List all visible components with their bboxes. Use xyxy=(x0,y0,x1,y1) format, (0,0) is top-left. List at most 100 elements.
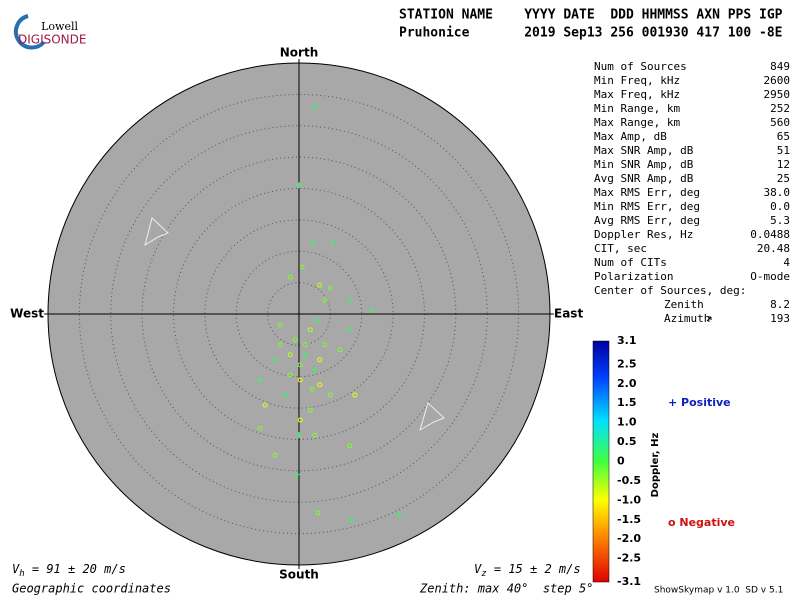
logo-bottom: DIGISONDE xyxy=(18,33,86,47)
colorbar-tick-label: -1.5 xyxy=(617,513,641,526)
arrow-icon xyxy=(419,402,445,432)
center-label: Zenith xyxy=(664,298,704,311)
source-positive xyxy=(368,307,375,314)
center-value: 193 xyxy=(770,312,790,325)
vz-text: = 15 ± 2 m/s xyxy=(487,562,581,576)
colorbar-tick-label: -2.5 xyxy=(617,552,641,565)
stat-label: Min Freq, kHz xyxy=(594,74,680,87)
stat-value: 25 xyxy=(777,172,790,185)
stat-value: 849 xyxy=(770,60,790,73)
stat-value: 5.3 xyxy=(770,214,790,227)
colorbar xyxy=(592,340,610,583)
stat-label: Max Freq, kHz xyxy=(594,88,680,101)
source-negative xyxy=(262,402,268,408)
colorbar-tick-label: 0.5 xyxy=(617,435,637,448)
stat-label: Avg RMS Err, deg xyxy=(594,214,700,227)
negative-legend: o Negative xyxy=(668,516,735,529)
stat-value: 65 xyxy=(777,130,790,143)
direction-label: East xyxy=(554,307,583,321)
source-positive xyxy=(309,240,316,247)
colorbar-tick-label: 3.1 xyxy=(617,334,637,347)
source-negative xyxy=(317,382,323,388)
colorbar-title: Doppler, Hz xyxy=(650,433,661,498)
header-line: STATION NAME YYYY DATE DDD HHMMSS AXN PP… xyxy=(399,8,783,23)
azimuth-icon xyxy=(706,316,712,322)
colorbar-tick-label: 2.0 xyxy=(617,377,637,390)
stat-value: 0.0488 xyxy=(750,228,790,241)
stat-value: 560 xyxy=(770,116,790,129)
colorbar-tick-label: 1.5 xyxy=(617,396,637,409)
stat-value: 2950 xyxy=(764,88,791,101)
source-negative xyxy=(327,285,333,291)
source-positive xyxy=(314,317,321,324)
source-positive xyxy=(257,376,264,383)
center-label: Azimuth xyxy=(664,312,710,325)
stat-label: Num of Sources xyxy=(594,60,687,73)
source-positive xyxy=(272,356,279,363)
stat-value: 0.0 xyxy=(770,200,790,213)
source-positive xyxy=(346,297,353,304)
source-positive xyxy=(311,366,318,373)
stat-label: CIT, sec xyxy=(594,242,647,255)
stat-label: Avg SNR Amp, dB xyxy=(594,172,694,185)
vh: Vh = 91 ± 20 m/s xyxy=(12,562,126,579)
source-negative xyxy=(272,452,278,458)
source-negative xyxy=(297,377,303,383)
stat-label: Doppler Res, Hz xyxy=(594,228,693,241)
colorbar-tick-label: -0.5 xyxy=(617,474,641,487)
source-negative xyxy=(317,357,323,363)
source-negative xyxy=(287,372,293,378)
source-positive xyxy=(329,240,336,247)
logo-top: Lowell xyxy=(41,20,78,33)
stat-label: Min RMS Err, deg xyxy=(594,200,700,213)
source-negative xyxy=(307,327,313,333)
source-negative xyxy=(257,425,263,431)
direction-label: West xyxy=(10,307,44,321)
stat-label: Max RMS Err, deg xyxy=(594,186,700,199)
stat-value: 252 xyxy=(770,102,790,115)
source-negative xyxy=(299,264,305,270)
logo-arc xyxy=(13,14,46,50)
colorbar-tick-label: 0 xyxy=(617,455,625,468)
stat-value: 20.48 xyxy=(757,242,790,255)
source-negative xyxy=(277,322,283,328)
arrow-icon xyxy=(144,217,169,247)
source-positive xyxy=(346,326,353,333)
source-negative xyxy=(317,282,323,288)
source-negative xyxy=(315,510,321,516)
source-negative xyxy=(347,443,353,449)
source-negative xyxy=(352,392,358,398)
stat-value: 38.0 xyxy=(764,186,791,199)
vz-symbol: V xyxy=(474,562,482,576)
source-negative xyxy=(302,342,308,348)
stat-label: Min Range, km xyxy=(594,102,680,115)
colorbar-tick-label: -1.0 xyxy=(617,493,641,506)
stat-value: 51 xyxy=(777,144,790,157)
source-negative xyxy=(277,342,283,348)
stat-label: Polarization xyxy=(594,270,673,283)
source-positive xyxy=(282,391,289,398)
source-negative xyxy=(322,297,328,303)
stat-label: Max Amp, dB xyxy=(594,130,667,143)
source-positive xyxy=(296,432,302,439)
stat-value: O-mode xyxy=(750,270,790,283)
center-title: Center of Sources, deg: xyxy=(594,284,746,297)
source-positive xyxy=(396,511,403,518)
coords-note: Geographic coordinates xyxy=(12,582,171,596)
positive-legend: + Positive xyxy=(668,396,731,409)
source-positive xyxy=(296,182,302,189)
zenith-note: Zenith: max 40° step 5° xyxy=(419,582,593,596)
colorbar-tick-label: 2.5 xyxy=(617,357,637,370)
source-negative xyxy=(312,432,318,438)
stat-label: Max SNR Amp, dB xyxy=(594,144,694,157)
source-positive xyxy=(302,351,309,358)
source-positive xyxy=(294,471,301,478)
colorbar-tick-label: 1.0 xyxy=(617,416,637,429)
source-negative xyxy=(309,386,315,392)
source-negative xyxy=(292,337,298,343)
source-negative xyxy=(297,362,303,368)
direction-label: North xyxy=(280,46,318,60)
vz: Vz = 15 ± 2 m/s xyxy=(474,562,581,579)
stat-value: 2600 xyxy=(764,74,791,87)
